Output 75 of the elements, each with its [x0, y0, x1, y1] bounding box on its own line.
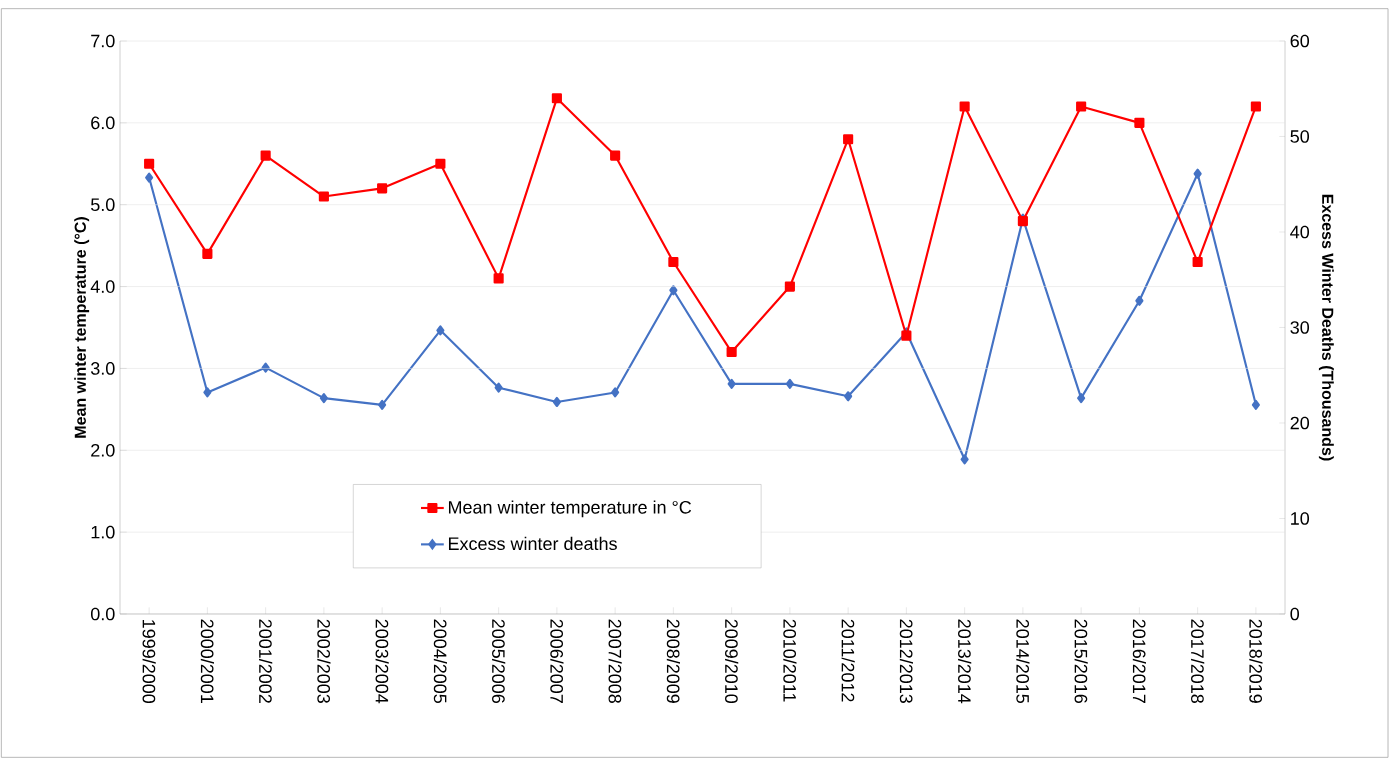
- point: [318, 191, 329, 202]
- x-tick-label: 2007/2008: [608, 619, 622, 703]
- y2-axis-title: Excess Winter Deaths (Thousands): [1318, 194, 1334, 461]
- y-tick-label: 0.0: [90, 607, 115, 621]
- x-tick-label: 2002/2003: [317, 619, 331, 703]
- point: [1077, 393, 1086, 404]
- x-tick-label: 2008/2009: [666, 619, 680, 703]
- point: [493, 273, 504, 284]
- point: [1135, 295, 1144, 306]
- x-tick-label: 2012/2013: [899, 619, 913, 703]
- point: [1193, 168, 1202, 179]
- point: [611, 387, 620, 398]
- point: [261, 362, 270, 373]
- x-tick-label: 2011/2012: [841, 619, 855, 702]
- point: [959, 101, 970, 112]
- point: [377, 183, 388, 194]
- y-axis-title: Mean winter temperature (°C): [74, 217, 90, 438]
- point: [1192, 256, 1203, 268]
- legend-label: Mean winter temperature in °C: [448, 500, 692, 518]
- x-tick-label: 2015/2016: [1074, 619, 1088, 703]
- point: [1134, 117, 1145, 128]
- x-tick-label: 2003/2004: [375, 619, 389, 704]
- x-tick-label: 1999/2000: [142, 620, 156, 704]
- y-tick-label: 2.0: [91, 443, 115, 457]
- point: [552, 396, 561, 408]
- point: [378, 399, 387, 410]
- point: [726, 346, 737, 358]
- point: [669, 285, 678, 296]
- point: [145, 172, 154, 183]
- y-tick-label: 3.0: [90, 362, 115, 375]
- y2-tick-label: 60: [1290, 34, 1310, 48]
- point: [202, 248, 213, 259]
- y2-tick-label: 0: [1290, 607, 1300, 621]
- point: [843, 134, 854, 145]
- x-tick-label: 2013/2014: [958, 619, 972, 704]
- y-tick-label: 6.0: [91, 116, 115, 130]
- x-tick-label: 2016/2017: [1132, 619, 1146, 703]
- point: [960, 454, 969, 465]
- point: [844, 391, 853, 402]
- point: [494, 382, 503, 393]
- x-tick-label: 2010/2011: [783, 619, 797, 702]
- y-tick-label: 1.0: [91, 525, 115, 539]
- y2-tick-label: 20: [1290, 416, 1310, 430]
- y-tick-label: 4.0: [90, 280, 115, 293]
- point: [260, 150, 271, 161]
- point: [1076, 101, 1087, 112]
- y2-tick-label: 50: [1290, 130, 1310, 143]
- x-tick-label: 2005/2006: [492, 619, 506, 703]
- x-tick-label: 2006/2007: [550, 619, 564, 703]
- x-tick-label: 2004/2005: [433, 619, 447, 704]
- point: [435, 158, 446, 169]
- x-tick-label: 2000/2001: [200, 619, 214, 703]
- point: [1250, 101, 1261, 112]
- point: [610, 150, 621, 161]
- point: [144, 158, 155, 169]
- point: [203, 387, 212, 398]
- point: [785, 378, 794, 389]
- x-tick-label: 2017/2018: [1191, 619, 1205, 703]
- y2-tick-label: 40: [1290, 225, 1310, 239]
- point: [1251, 399, 1260, 410]
- x-tick-label: 2018/2019: [1249, 619, 1263, 703]
- y-tick-label: 5.0: [90, 198, 115, 212]
- x-tick-label: 2009/2010: [725, 619, 739, 704]
- point: [319, 393, 328, 404]
- point: [727, 378, 736, 389]
- x-tick-label: 2001/2002: [259, 619, 273, 703]
- x-tick-label: 2014/2015: [1016, 619, 1030, 704]
- point: [436, 325, 445, 336]
- y-tick-label: 7.0: [91, 34, 115, 48]
- legend-label: Excess winter deaths: [448, 536, 617, 551]
- point: [668, 256, 679, 268]
- y2-tick-label: 30: [1290, 321, 1310, 334]
- point: [784, 281, 795, 292]
- point: [551, 93, 562, 104]
- y2-tick-label: 10: [1291, 512, 1310, 525]
